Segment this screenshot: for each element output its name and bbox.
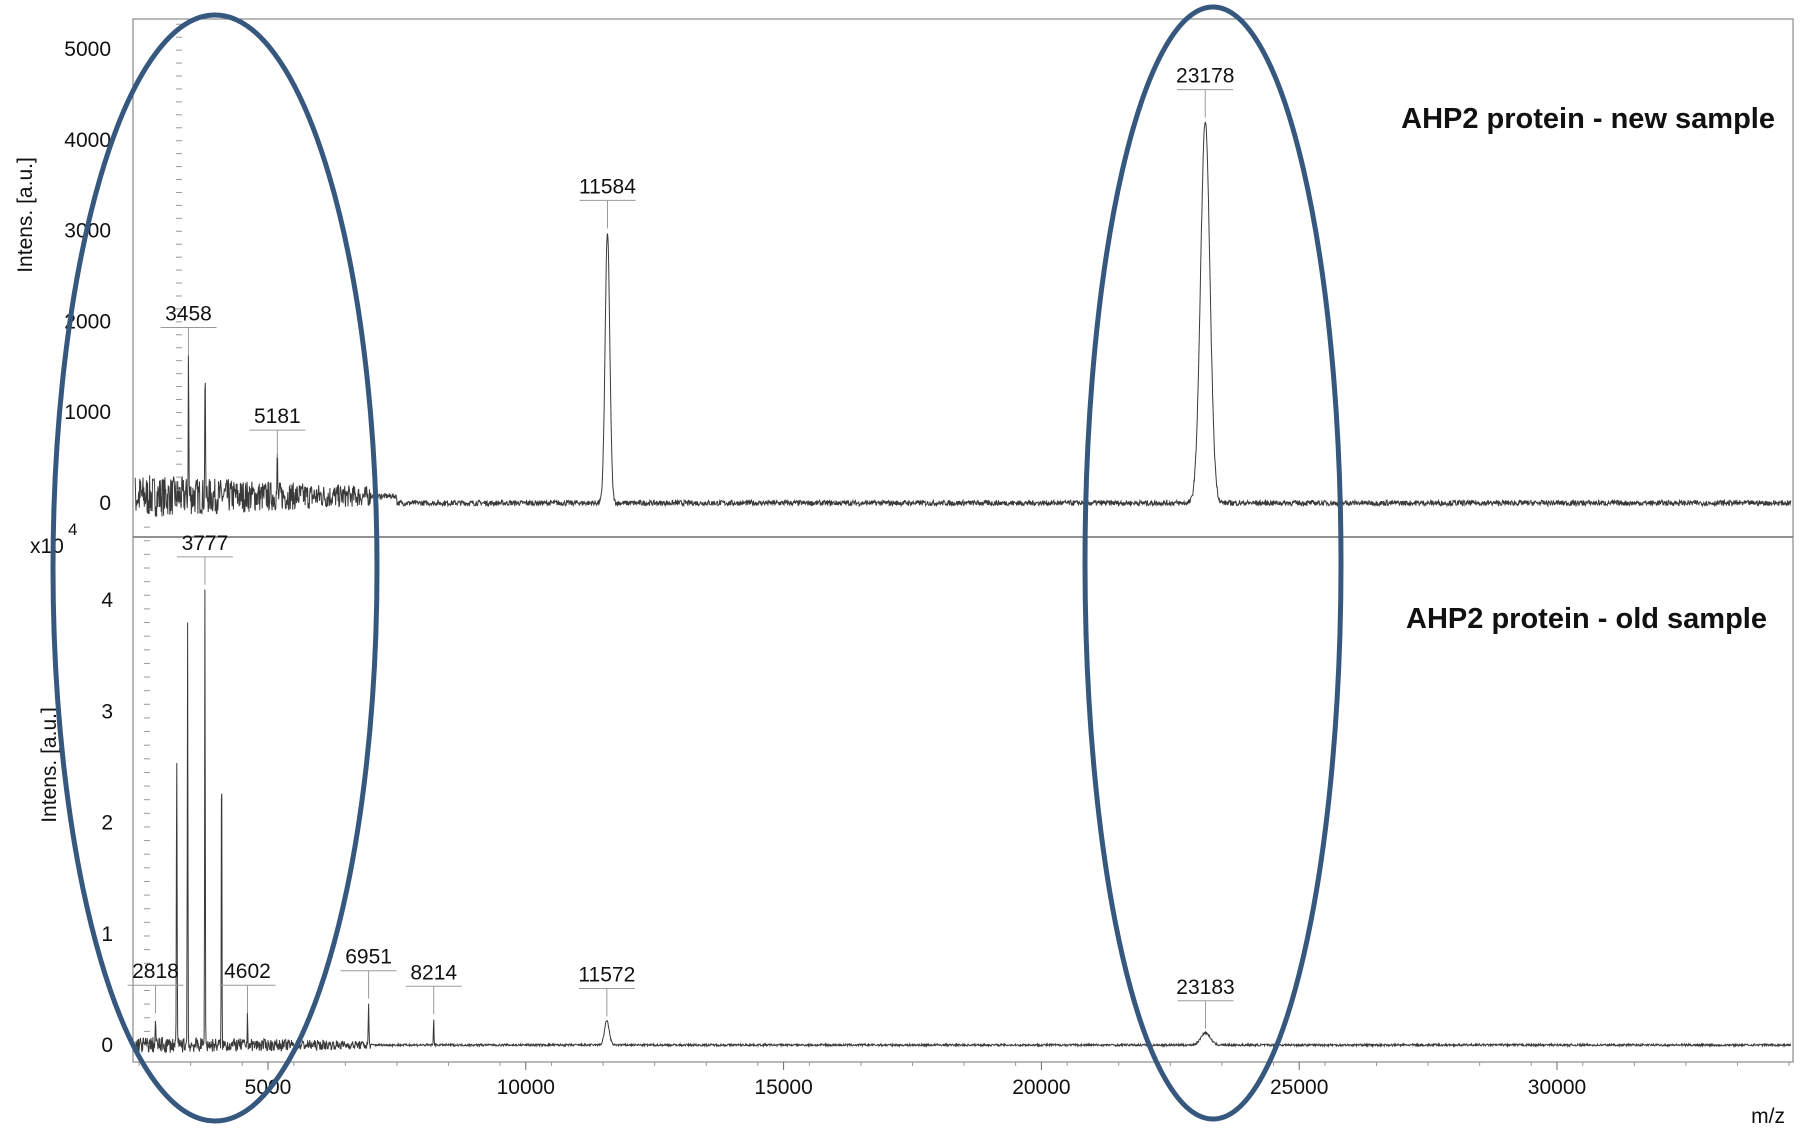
peak-label: 4602: [224, 960, 271, 983]
peak-label: 11572: [578, 964, 635, 987]
x-tick-label: 25000: [1270, 1076, 1328, 1099]
plot-frame: [132, 18, 1794, 1063]
x-tick-label: 20000: [1012, 1076, 1070, 1099]
peak-label: 8214: [410, 961, 457, 984]
y-tick-label: 1000: [64, 401, 111, 424]
peak-label: 11584: [579, 175, 636, 198]
peak-label: 3458: [165, 303, 212, 326]
highlight-ellipse-dimer: [1082, 4, 1344, 1122]
peak-label: 3777: [182, 532, 229, 555]
y-tick-label: 2: [101, 812, 113, 835]
peak-label: 2818: [132, 960, 179, 983]
y-tick-label: 4000: [64, 129, 111, 152]
y-scale-exponent: 4: [68, 520, 77, 539]
y-scale-multiplier: x10: [30, 535, 64, 558]
y-tick-label: 1: [101, 923, 113, 946]
y-tick-label: 5000: [64, 38, 111, 61]
top-panel-title: AHP2 protein - new sample: [1401, 103, 1775, 135]
y-tick-label: 3: [101, 700, 113, 723]
y-tick-label: 4: [101, 589, 113, 612]
bottom-panel-title: AHP2 protein - old sample: [1406, 603, 1767, 635]
y-tick-label: 0: [101, 1034, 113, 1057]
spectrum-trace: [135, 589, 1792, 1054]
x-axis-title: m/z: [1751, 1105, 1785, 1128]
y-tick-label: 0: [99, 492, 111, 515]
peak-label: 5181: [254, 405, 301, 428]
peak-label: 6951: [345, 946, 392, 969]
spectrum-trace: [134, 121, 1792, 517]
top-y-axis-title: Intens. [a.u.]: [14, 157, 37, 273]
x-tick-label: 15000: [754, 1076, 812, 1099]
x-tick-label: 30000: [1528, 1076, 1586, 1099]
peak-label: 23178: [1176, 65, 1234, 88]
highlight-ellipse-low-mass: [50, 12, 380, 1124]
x-tick-label: 10000: [497, 1076, 555, 1099]
y-tick-label: 2000: [64, 310, 111, 333]
bottom-y-axis-title: Intens. [a.u.]: [38, 707, 61, 823]
peak-label: 23183: [1176, 976, 1234, 999]
